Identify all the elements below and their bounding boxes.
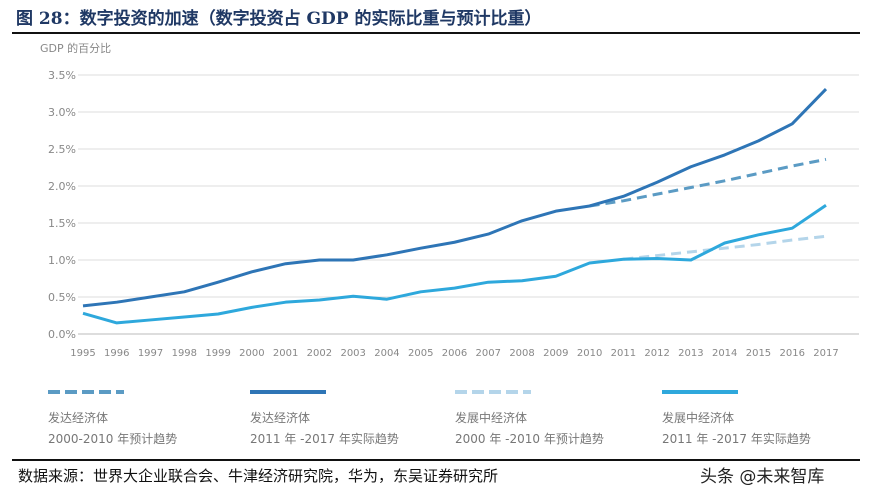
x-tick-label: 2005 — [408, 348, 433, 359]
x-tick-label: 2001 — [273, 348, 298, 359]
legend-swatch — [662, 390, 738, 394]
x-tick-label: 2010 — [577, 348, 602, 359]
x-tick-label: 1996 — [104, 348, 129, 359]
series-line-2 — [623, 234, 827, 261]
y-tick-label: 1.5% — [48, 217, 76, 230]
x-tick-label: 2000 — [239, 348, 264, 359]
legend-label: 2000 年 -2010 年预计趋势 — [455, 432, 604, 446]
y-tick-label: 3.5% — [48, 69, 76, 82]
legend-item: 发展中经济体 2011 年 -2017 年实际趋势 — [662, 390, 811, 450]
x-tick-label: 2017 — [813, 348, 838, 359]
y-tick-label: 2.5% — [48, 143, 76, 156]
line-chart: GDP 的百分比 0.0% 0.5% 1.0% 1.5% 2.0% 2.5% 3.0% 3.5… — [40, 41, 859, 359]
legend-item: 发展中经济体 2000 年 -2010 年预计趋势 — [455, 390, 604, 450]
bottom-rule — [12, 459, 860, 461]
legend-swatch — [250, 390, 326, 394]
y-tick-label: 3.0% — [48, 106, 76, 119]
x-tick-label: 2006 — [442, 348, 467, 359]
x-tick-label: 2014 — [712, 348, 737, 359]
x-tick-label: 2011 — [611, 348, 636, 359]
y-tick-label: 0.5% — [48, 291, 76, 304]
legend-label: 发达经济体 — [48, 411, 109, 425]
legend-label: 2011 年 -2017 年实际趋势 — [662, 432, 811, 446]
x-tick-label: 1998 — [172, 348, 197, 359]
legend-label: 发展中经济体 — [455, 411, 528, 425]
y-tick-label: 2.0% — [48, 180, 76, 193]
x-tick-label: 2008 — [509, 348, 534, 359]
legend-label: 2000-2010 年预计趋势 — [48, 432, 178, 446]
legend-item: 发达经济体 2011 年 -2017 年实际趋势 — [250, 390, 399, 450]
legend-swatch-dashed — [455, 390, 531, 394]
series-line-0 — [589, 157, 827, 208]
x-tick-label: 1999 — [205, 348, 230, 359]
series-line-1 — [82, 88, 828, 308]
x-tick-label: 2015 — [746, 348, 771, 359]
x-tick-label: 2007 — [476, 348, 501, 359]
x-tick-label: 2016 — [780, 348, 805, 359]
y-axis-label: GDP 的百分比 — [40, 41, 111, 55]
y-tick-label: 1.0% — [48, 254, 76, 267]
x-tick-label: 2003 — [340, 348, 365, 359]
source-note: 数据来源：世界大企业联合会、牛津经济研究院，华为，东吴证券研究所 — [18, 467, 499, 485]
x-tick-label: 1997 — [138, 348, 163, 359]
legend-label: 发展中经济体 — [662, 411, 735, 425]
x-tick-label: 2002 — [307, 348, 332, 359]
figure-title: 图 28：数字投资的加速（数字投资占 GDP 的实际比重与预计比重） — [16, 9, 542, 29]
y-tick-label: 0.0% — [48, 328, 76, 341]
legend-swatch-dashed — [48, 390, 124, 394]
legend-label: 发达经济体 — [250, 411, 311, 425]
x-tick-label: 2004 — [374, 348, 399, 359]
x-tick-label: 1995 — [70, 348, 95, 359]
watermark: 头条 @未来智库 — [700, 467, 825, 487]
x-tick-label: 2013 — [678, 348, 703, 359]
x-tick-label: 2009 — [543, 348, 568, 359]
legend-item: 发达经济体 2000-2010 年预计趋势 — [48, 390, 177, 450]
legend-label: 2011 年 -2017 年实际趋势 — [250, 432, 399, 446]
x-tick-label: 2012 — [644, 348, 669, 359]
top-rule — [12, 32, 860, 34]
series-line-3 — [82, 203, 827, 325]
